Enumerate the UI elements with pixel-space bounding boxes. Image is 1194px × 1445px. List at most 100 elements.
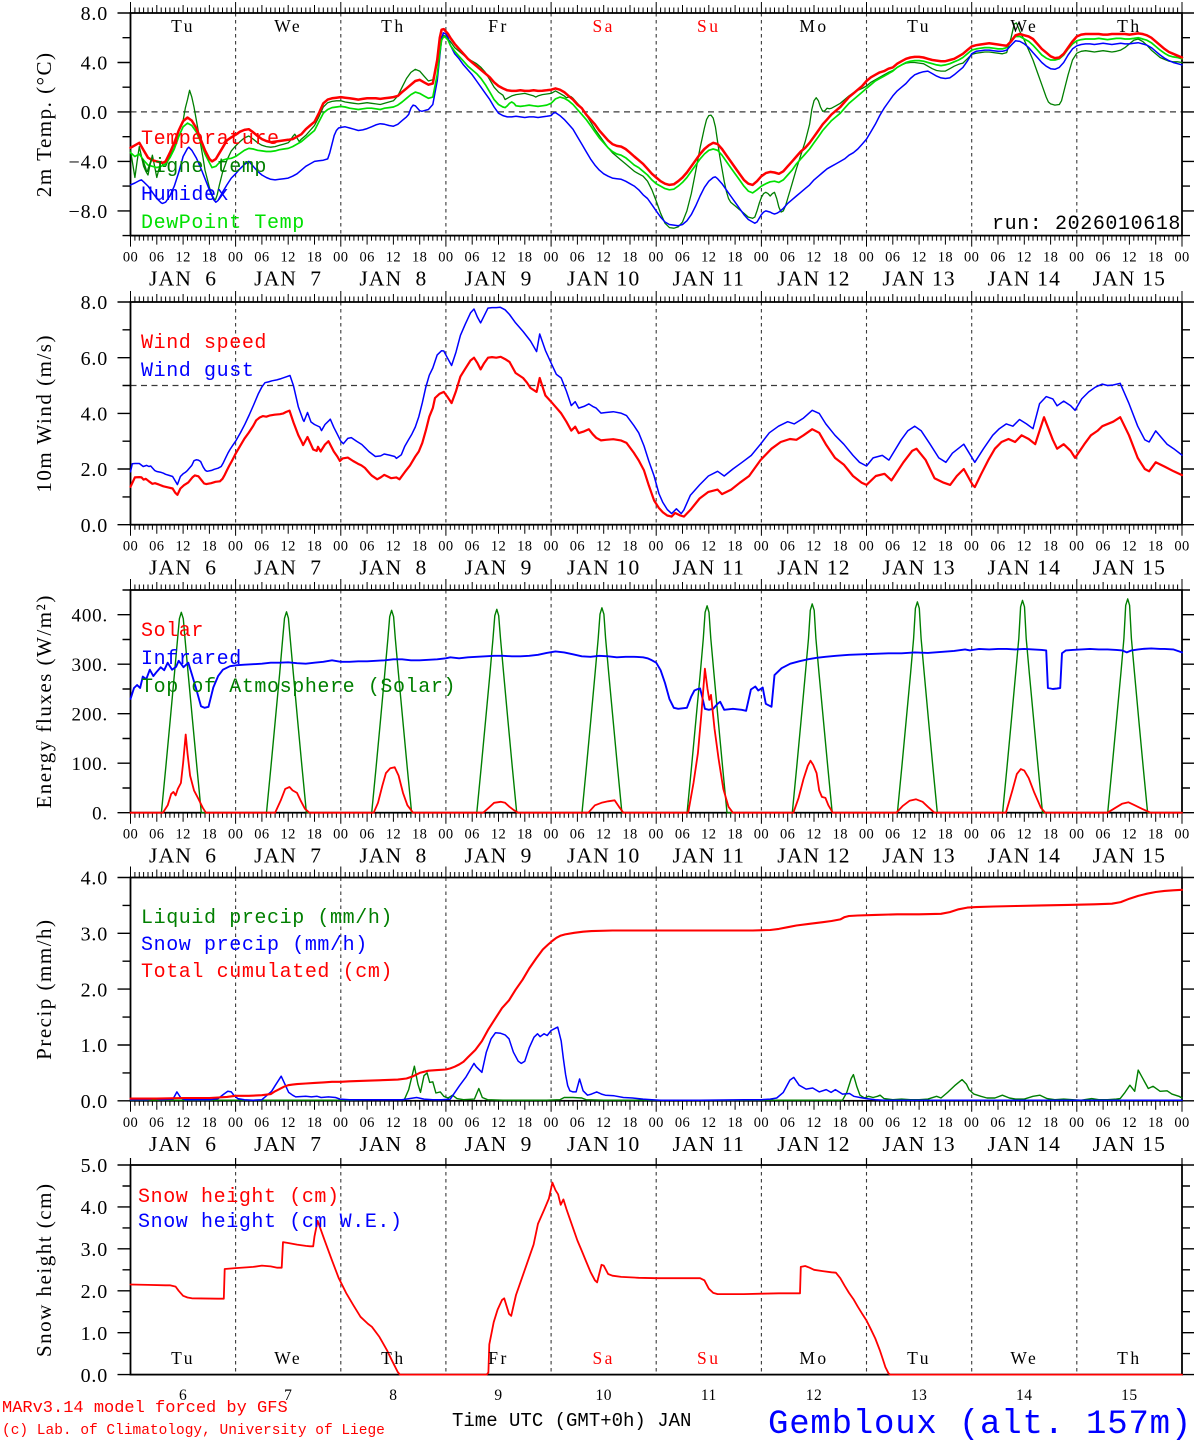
svg-text:18: 18 <box>938 1115 953 1131</box>
svg-text:12: 12 <box>596 250 611 266</box>
svg-text:Solar: Solar <box>141 620 204 643</box>
svg-text:11: 11 <box>701 1387 717 1404</box>
svg-text:12: 12 <box>1017 827 1032 843</box>
svg-text:00: 00 <box>649 250 664 266</box>
svg-text:18: 18 <box>1148 827 1163 843</box>
svg-text:00: 00 <box>543 827 558 843</box>
svg-text:JAN 13: JAN 13 <box>882 844 956 868</box>
svg-text:12: 12 <box>911 1115 926 1131</box>
svg-text:18: 18 <box>1043 539 1058 555</box>
svg-text:JAN 11: JAN 11 <box>672 556 745 580</box>
svg-text:2.0: 2.0 <box>81 459 108 481</box>
svg-text:18: 18 <box>412 827 427 843</box>
svg-text:00: 00 <box>649 539 664 555</box>
svg-text:We: We <box>274 16 302 36</box>
svg-text:JAN 12: JAN 12 <box>777 556 851 580</box>
svg-text:0.0: 0.0 <box>81 1365 108 1387</box>
svg-text:06: 06 <box>780 827 795 843</box>
svg-text:00: 00 <box>123 1115 138 1131</box>
svg-text:12: 12 <box>175 1115 190 1131</box>
svg-text:06: 06 <box>990 250 1005 266</box>
svg-text:JAN 9: JAN 9 <box>464 267 532 291</box>
svg-text:00: 00 <box>438 539 453 555</box>
svg-text:00: 00 <box>228 250 243 266</box>
svg-text:We: We <box>274 1348 302 1368</box>
svg-text:Th: Th <box>1117 16 1141 36</box>
svg-text:JAN 10: JAN 10 <box>567 844 641 868</box>
svg-text:00: 00 <box>333 1115 348 1131</box>
svg-text:18: 18 <box>1043 1115 1058 1131</box>
svg-text:Snow height (cm): Snow height (cm) <box>138 1186 340 1209</box>
svg-text:0.0: 0.0 <box>81 1091 108 1113</box>
svg-text:06: 06 <box>149 250 164 266</box>
svg-text:06: 06 <box>885 539 900 555</box>
svg-text:06: 06 <box>254 250 269 266</box>
svg-text:18: 18 <box>1148 1115 1163 1131</box>
svg-text:Infrared: Infrared <box>141 648 242 671</box>
svg-text:Wind gust: Wind gust <box>141 360 254 383</box>
svg-text:12: 12 <box>281 250 296 266</box>
svg-text:12: 12 <box>491 1115 506 1131</box>
svg-text:06: 06 <box>149 1115 164 1131</box>
svg-text:6.0: 6.0 <box>81 348 108 370</box>
svg-text:00: 00 <box>649 827 664 843</box>
svg-text:00: 00 <box>228 539 243 555</box>
svg-text:18: 18 <box>412 539 427 555</box>
svg-text:06: 06 <box>675 539 690 555</box>
svg-text:Mo: Mo <box>799 16 828 36</box>
svg-text:JAN 13: JAN 13 <box>882 1132 956 1156</box>
svg-text:JAN 11: JAN 11 <box>672 844 745 868</box>
svg-text:Top of Atmosphere (Solar): Top of Atmosphere (Solar) <box>141 676 456 699</box>
svg-text:0.0: 0.0 <box>81 515 108 537</box>
svg-text:10m Wind (m/s): 10m Wind (m/s) <box>32 334 56 493</box>
svg-text:Liquid precip (mm/h): Liquid precip (mm/h) <box>141 907 393 930</box>
svg-text:00: 00 <box>964 539 979 555</box>
svg-text:18: 18 <box>202 827 217 843</box>
svg-text:00: 00 <box>333 250 348 266</box>
svg-text:Time UTC (GMT+0h) JAN: Time UTC (GMT+0h) JAN <box>452 1410 691 1432</box>
svg-text:00: 00 <box>1069 250 1084 266</box>
svg-text:06: 06 <box>465 250 480 266</box>
svg-text:JAN 6: JAN 6 <box>149 267 217 291</box>
svg-text:00: 00 <box>543 539 558 555</box>
svg-text:00: 00 <box>1069 539 1084 555</box>
svg-text:200.: 200. <box>72 705 108 726</box>
svg-text:12: 12 <box>1122 539 1137 555</box>
svg-text:18: 18 <box>938 250 953 266</box>
svg-text:4.0: 4.0 <box>81 53 108 75</box>
svg-text:JAN 15: JAN 15 <box>1093 267 1167 291</box>
svg-text:JAN 14: JAN 14 <box>988 1132 1062 1156</box>
svg-text:12: 12 <box>491 539 506 555</box>
svg-text:3.0: 3.0 <box>81 924 108 946</box>
svg-text:00: 00 <box>1174 539 1189 555</box>
svg-text:JAN 6: JAN 6 <box>149 556 217 580</box>
svg-text:18: 18 <box>1043 250 1058 266</box>
svg-text:Su: Su <box>697 1348 720 1368</box>
svg-text:12: 12 <box>1122 250 1137 266</box>
svg-text:00: 00 <box>964 250 979 266</box>
svg-text:00: 00 <box>228 1115 243 1131</box>
svg-text:JAN 9: JAN 9 <box>464 1132 532 1156</box>
svg-text:06: 06 <box>465 827 480 843</box>
svg-text:18: 18 <box>307 539 322 555</box>
svg-text:Vigne temp: Vigne temp <box>141 156 267 179</box>
svg-text:12: 12 <box>806 1115 821 1131</box>
svg-text:06: 06 <box>254 539 269 555</box>
svg-text:MARv3.14 model forced by GFS: MARv3.14 model forced by GFS <box>2 1399 288 1418</box>
svg-text:JAN 10: JAN 10 <box>567 267 641 291</box>
svg-text:18: 18 <box>517 827 532 843</box>
svg-text:Snow precip (mm/h): Snow precip (mm/h) <box>141 934 368 957</box>
svg-text:06: 06 <box>780 539 795 555</box>
svg-text:12: 12 <box>1017 1115 1032 1131</box>
svg-text:Energy fluxes (W/m²): Energy fluxes (W/m²) <box>32 594 56 808</box>
svg-text:2.0: 2.0 <box>81 1281 108 1303</box>
svg-text:06: 06 <box>1095 539 1110 555</box>
svg-text:00: 00 <box>649 1115 664 1131</box>
svg-text:We: We <box>1010 1348 1038 1368</box>
svg-text:JAN 7: JAN 7 <box>254 556 322 580</box>
svg-text:06: 06 <box>465 1115 480 1131</box>
svg-text:Sa: Sa <box>592 16 615 36</box>
svg-text:JAN 12: JAN 12 <box>777 267 851 291</box>
svg-text:06: 06 <box>149 827 164 843</box>
svg-text:Tu: Tu <box>171 1348 195 1368</box>
